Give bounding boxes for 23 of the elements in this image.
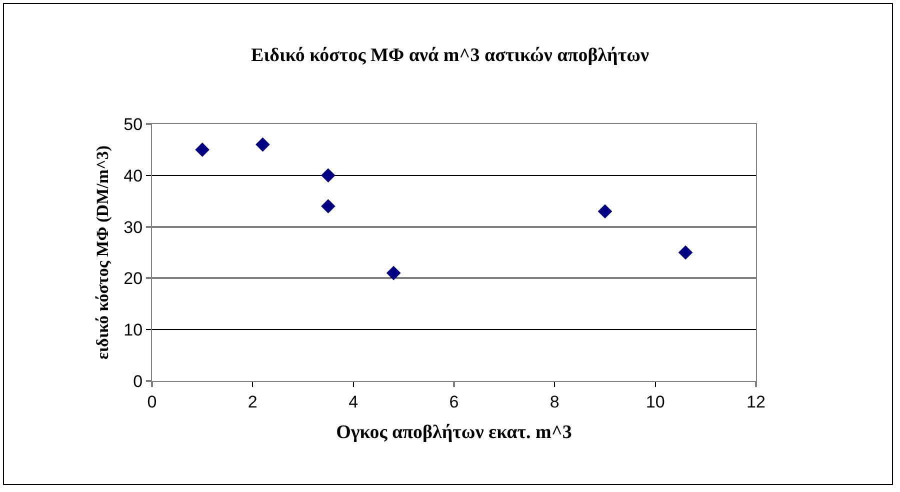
y-tick-label: 20 (124, 269, 143, 288)
x-tick-label: 8 (550, 392, 560, 412)
x-tick-label: 2 (248, 392, 258, 412)
point (386, 266, 401, 280)
point (678, 245, 693, 260)
y-tick-label: 10 (124, 320, 143, 340)
x-tick-label: 4 (348, 392, 358, 412)
point (598, 204, 612, 219)
point (195, 142, 210, 157)
x-tick-label: 10 (646, 392, 665, 412)
chart-title: Ειδικό κόστος ΜΦ ανά m^3 αστικών αποβλήτων (251, 44, 650, 66)
x-axis-title: Ογκος αποβλήτων εκατ. m^3 (336, 422, 572, 444)
x-tick-label: 12 (746, 392, 766, 412)
y-tick-label: 30 (124, 218, 143, 237)
point (256, 137, 270, 152)
y-tick-label: 50 (124, 114, 143, 134)
y-tick-label: 0 (133, 372, 143, 391)
y-tick-label: 40 (124, 166, 143, 186)
x-tick-label: 0 (147, 392, 157, 412)
point (321, 168, 336, 183)
point (321, 199, 336, 214)
x-tick-label: 6 (449, 392, 459, 412)
y-axis-title: ειδικό κόστος ΜΦ (DM/m^3) (93, 145, 112, 360)
